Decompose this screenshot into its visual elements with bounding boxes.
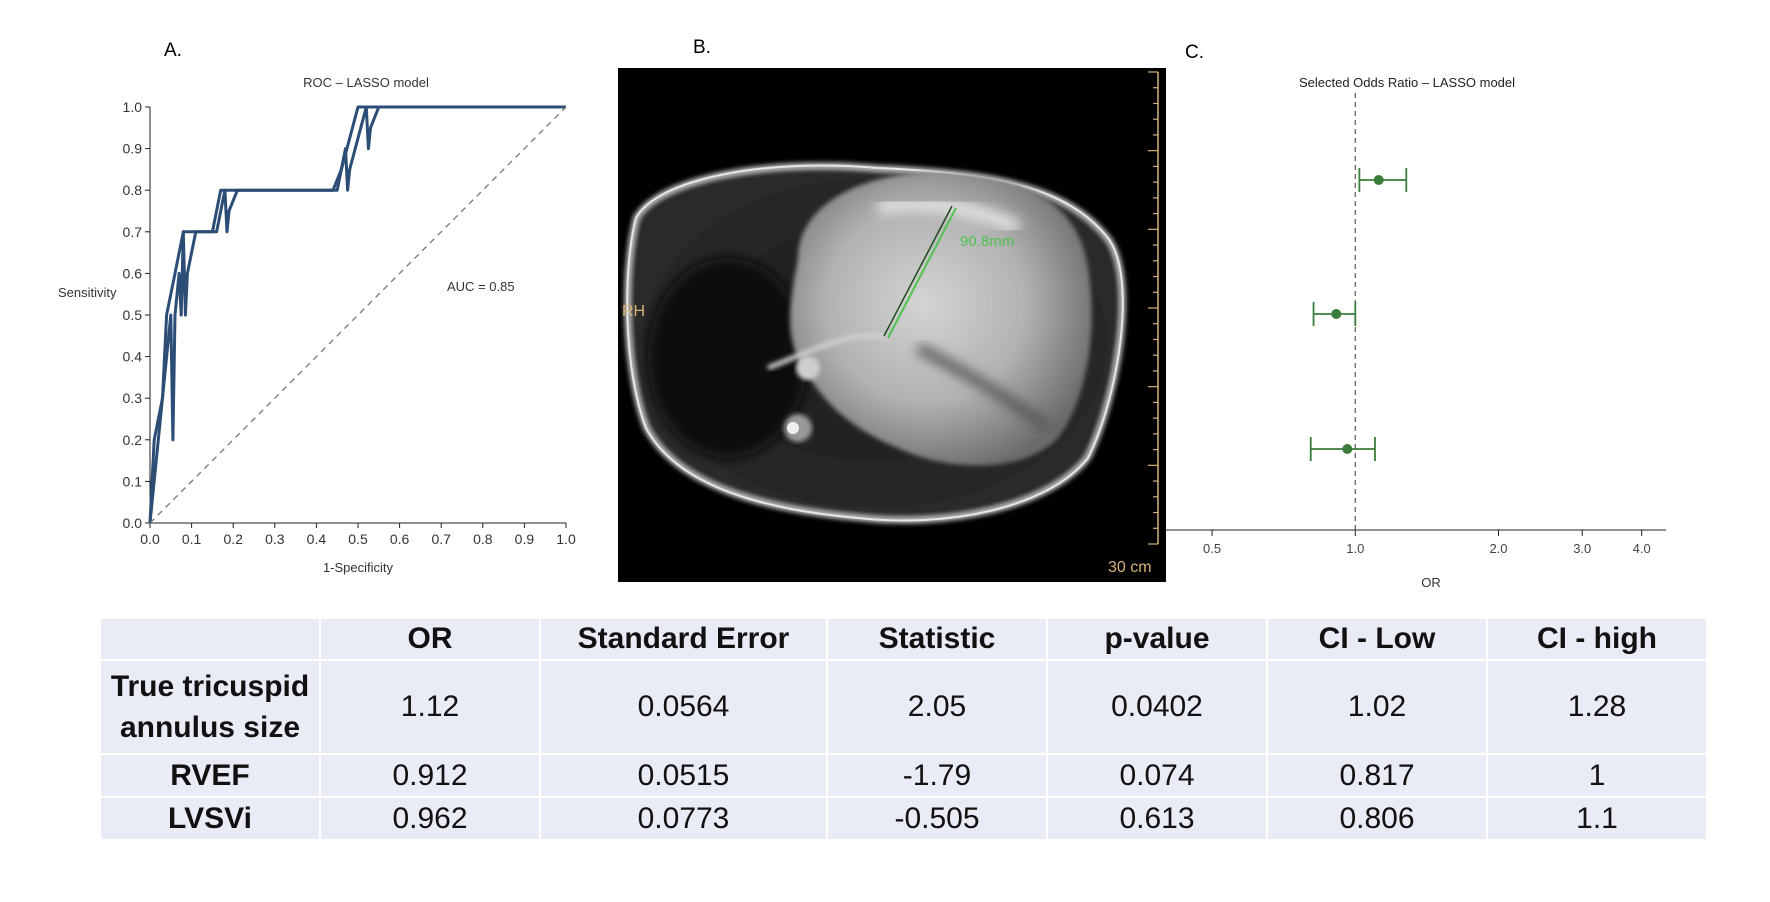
- cardiac-mri-image: 90.8mm RH 30 cm: [618, 68, 1166, 582]
- table-cell: 1.28: [1488, 661, 1706, 753]
- table-cell: 0.962: [321, 798, 539, 839]
- row-label-line: annulus size: [119, 711, 301, 744]
- or-x-tick-label: 1.0: [1346, 541, 1364, 556]
- header-cell-p-value: p-value: [1048, 619, 1266, 659]
- y-tick-label: 1.0: [123, 99, 143, 115]
- panel-b-letter: B.: [693, 37, 711, 58]
- header-cell-standard-error: Standard Error: [541, 619, 826, 659]
- row-label-line: True tricuspid: [110, 670, 310, 703]
- roc-curve-line: [148, 105, 566, 524]
- x-tick-label: 0.4: [307, 531, 327, 547]
- table-row: True tricuspid annulus size 1.12 0.0564 …: [101, 661, 1706, 753]
- table-cell: 1.02: [1268, 661, 1486, 753]
- table-cell: 2.05: [828, 661, 1046, 753]
- measurement-line: [887, 207, 957, 339]
- reference-diagonal-line: [149, 106, 567, 524]
- x-tick-label: 1.0: [556, 531, 576, 547]
- row-label: LVSVi: [101, 798, 319, 839]
- table-cell: 0.0402: [1048, 661, 1266, 753]
- y-tick-label: 0.2: [123, 432, 143, 448]
- table-cell: -0.505: [828, 798, 1046, 839]
- y-tick-label: 0.8: [123, 182, 143, 198]
- x-tick-label: 0.9: [515, 531, 535, 547]
- y-tick-label: 0.6: [123, 265, 143, 281]
- y-tick-label: 0.3: [123, 390, 143, 406]
- orientation-label: RH: [622, 303, 645, 320]
- x-tick-label: 0.3: [265, 531, 285, 547]
- scale-label: 30 cm: [1108, 559, 1152, 576]
- panel-c-letter: C.: [1185, 42, 1204, 63]
- or-x-tick-label: 0.5: [1203, 541, 1221, 556]
- y-tick-label: 0.4: [123, 349, 143, 365]
- table-cell: 0.613: [1048, 798, 1266, 839]
- table-cell: 1: [1488, 755, 1706, 796]
- panel-a-letter: A.: [164, 40, 182, 61]
- or-title: Selected Odds Ratio – LASSO model: [1299, 75, 1515, 90]
- table-cell: 0.912: [321, 755, 539, 796]
- y-tick-label: 0.1: [123, 473, 143, 489]
- or-x-tick-label: 2.0: [1489, 541, 1507, 556]
- header-cell-statistic: Statistic: [828, 619, 1046, 659]
- header-cell-row-label: [101, 619, 319, 659]
- table-cell: 1.1: [1488, 798, 1706, 839]
- table-row: LVSVi 0.962 0.0773 -0.505 0.613 0.806 1.…: [101, 798, 1706, 839]
- x-tick-label: 0.0: [140, 531, 160, 547]
- header-cell-or: OR: [321, 619, 539, 659]
- table-row: RVEF 0.912 0.0515 -1.79 0.074 0.817 1: [101, 755, 1706, 796]
- odds-ratio-chart: 0.5 1.0 2.0 3.0 4.0 Selected Odds Ratio – LAS…: [1166, 75, 1666, 590]
- row-label: RVEF: [101, 755, 319, 796]
- y-tick-label: 0.7: [123, 224, 143, 240]
- scale-ruler: [1148, 71, 1158, 545]
- y-tick-label: 0.5: [123, 307, 143, 323]
- table-cell: 0.806: [1268, 798, 1486, 839]
- x-tick-label: 0.1: [182, 531, 202, 547]
- or-x-tick-label: 4.0: [1633, 541, 1651, 556]
- table-cell: 0.0773: [541, 798, 826, 839]
- lasso-results-table: OR Standard Error Statistic p-value CI -…: [99, 617, 1708, 841]
- table-cell: 0.817: [1268, 755, 1486, 796]
- table-cell: 1.12: [321, 661, 539, 753]
- table-cell: -1.79: [828, 755, 1046, 796]
- or-point: [1342, 444, 1353, 454]
- roc-y-axis-label: Sensitivity: [58, 285, 117, 300]
- y-tick-label: 0.0: [123, 515, 143, 531]
- x-tick-label: 0.6: [390, 531, 410, 547]
- header-cell-ci-high: CI - high: [1488, 619, 1706, 659]
- header-cell-ci-low: CI - Low: [1268, 619, 1486, 659]
- roc-chart: 0.0 0.1 0.2 0.3 0.4 0.5 0.6 0.7 0.8 0.9 1.0 0.0 0.1 0…: [58, 75, 576, 575]
- or-x-axis-label: OR: [1421, 575, 1441, 590]
- x-tick-label: 0.7: [431, 531, 451, 547]
- x-tick-label: 0.5: [348, 531, 368, 547]
- row-label: True tricuspid annulus size: [101, 661, 319, 753]
- table-cell: 0.074: [1048, 755, 1266, 796]
- or-point: [1331, 309, 1342, 319]
- roc-title: ROC – LASSO model: [303, 75, 429, 90]
- table-cell: 0.0564: [541, 661, 826, 753]
- auc-annotation: AUC = 0.85: [447, 279, 515, 294]
- x-tick-label: 0.8: [473, 531, 493, 547]
- y-tick-label: 0.9: [123, 141, 143, 157]
- roc-x-axis-label: 1-Specificity: [323, 560, 394, 575]
- table-cell: 0.0515: [541, 755, 826, 796]
- measurement-label: 90.8mm: [960, 233, 1014, 250]
- table-header-row: OR Standard Error Statistic p-value CI -…: [101, 619, 1706, 659]
- or-point: [1373, 175, 1384, 185]
- x-tick-label: 0.2: [223, 531, 243, 547]
- heart-silhouette: [790, 172, 1092, 466]
- or-x-tick-label: 3.0: [1573, 541, 1591, 556]
